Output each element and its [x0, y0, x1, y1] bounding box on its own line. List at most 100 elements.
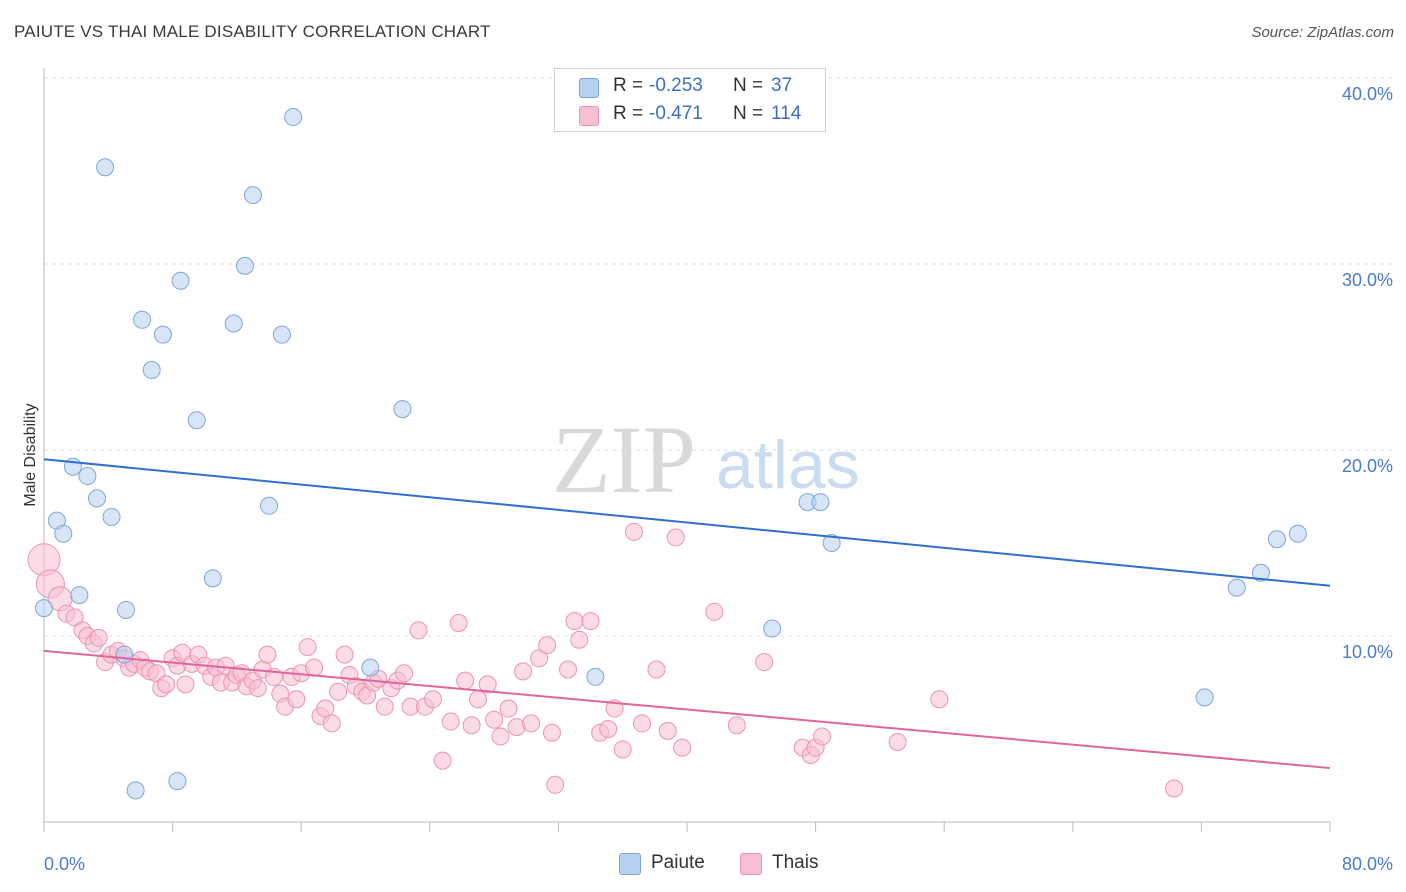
thai-point [395, 664, 414, 683]
thai-point [647, 660, 666, 679]
thai-point [441, 712, 460, 731]
thai-point [329, 682, 348, 701]
legend-r-value: -0.471 [649, 103, 703, 124]
legend-row-thais: R = -0.471 N = 114 [555, 103, 825, 131]
paiute-point [822, 534, 841, 552]
thai-swatch [579, 106, 599, 126]
thai-point [727, 716, 746, 735]
paiute-point [35, 599, 53, 618]
y-tick-label: 40.0% [1342, 84, 1393, 104]
thai-point [65, 608, 84, 627]
thai-point [449, 613, 468, 632]
thai-point [599, 720, 618, 738]
thai-point [1165, 779, 1184, 798]
paiute-point [116, 600, 135, 619]
thai-point [322, 714, 341, 733]
thai-point [157, 675, 176, 694]
thai-point [530, 649, 549, 668]
watermark-zip-text: ZIP [552, 406, 696, 513]
paiute-point [171, 271, 190, 290]
x-tick-label: 80.0% [1342, 854, 1393, 874]
thai-point [658, 721, 677, 740]
legend-r-label: R = [613, 75, 644, 96]
watermark: ZIP atlas [552, 406, 860, 513]
paiute-point [1195, 688, 1214, 707]
correlation-legend: R = -0.253 N = 37 R = -0.471 N = 114 [554, 68, 826, 132]
paiute-point [243, 186, 262, 205]
thai-point [613, 740, 632, 759]
paiute-point [224, 314, 243, 333]
paiute-legend-swatch [619, 853, 641, 875]
paiute-point [168, 772, 187, 791]
thai-point [542, 723, 561, 742]
legend-r-value: -0.253 [649, 75, 703, 96]
paiute-point [203, 569, 222, 588]
legend-n-value: 114 [771, 103, 802, 124]
thai-point [605, 699, 624, 718]
thai-point [888, 733, 907, 752]
paiute-point [811, 493, 830, 512]
thai-trend-line [43, 649, 1331, 770]
paiute-point [133, 310, 152, 329]
legend-row-paiute: R = -0.253 N = 37 [555, 75, 825, 103]
thai-point [298, 638, 317, 657]
paiute-points [35, 108, 1307, 800]
thai-point [514, 662, 533, 681]
thai-point [522, 714, 541, 733]
thai-point [570, 630, 589, 649]
paiute-point [1267, 530, 1286, 549]
thai-point [813, 727, 832, 746]
legend-n-label: N = [733, 103, 764, 124]
y-axis-label: Male Disability [22, 403, 39, 506]
thai-point [456, 671, 475, 690]
paiute-legend-label: Paiute [651, 852, 705, 873]
thai-point [409, 621, 428, 640]
paiute-swatch [579, 78, 599, 98]
paiute-point [102, 507, 121, 526]
legend-n-label: N = [733, 75, 764, 96]
thai-point [581, 612, 600, 631]
paiute-point [153, 325, 172, 344]
thai-point [469, 690, 488, 709]
paiute-point [54, 524, 73, 543]
paiute-point [187, 411, 206, 430]
thai-point [565, 612, 584, 631]
x-tick-label: 0.0% [44, 854, 85, 874]
paiute-point [393, 400, 412, 419]
thai-point [335, 645, 354, 664]
thai-point [305, 658, 324, 677]
thai-point [375, 697, 394, 716]
thai-point [424, 690, 443, 709]
paiute-point [284, 108, 303, 127]
paiute-trend-line [43, 458, 1331, 587]
thai-point [930, 690, 949, 709]
thai-point [673, 738, 692, 757]
y-tick-label: 10.0% [1342, 642, 1393, 662]
paiute-point [1288, 524, 1307, 543]
watermark-atlas-text: atlas [716, 427, 860, 503]
paiute-point [115, 645, 134, 664]
thai-point [316, 699, 335, 718]
thai-point [258, 645, 277, 664]
thai-point [433, 751, 452, 770]
source-label: Source: ZipAtlas.com [1251, 24, 1394, 41]
paiute-point [586, 667, 605, 686]
legend-r-label: R = [613, 103, 644, 124]
trend-lines [43, 458, 1331, 770]
thai-legend-label: Thais [772, 852, 819, 873]
paiute-point [272, 325, 291, 344]
thai-point [89, 628, 108, 647]
paiute-point [1227, 578, 1246, 597]
paiute-point [235, 256, 254, 275]
thai-point [287, 690, 306, 709]
thai-point [485, 710, 504, 729]
paiute-point [96, 158, 115, 177]
axes [43, 68, 1331, 832]
paiute-point [126, 781, 145, 800]
paiute-point [260, 496, 279, 515]
thai-point [624, 522, 643, 541]
thai-point [478, 675, 497, 694]
thai-point [248, 679, 267, 698]
thai-point [546, 775, 565, 794]
paiute-point [70, 586, 89, 605]
